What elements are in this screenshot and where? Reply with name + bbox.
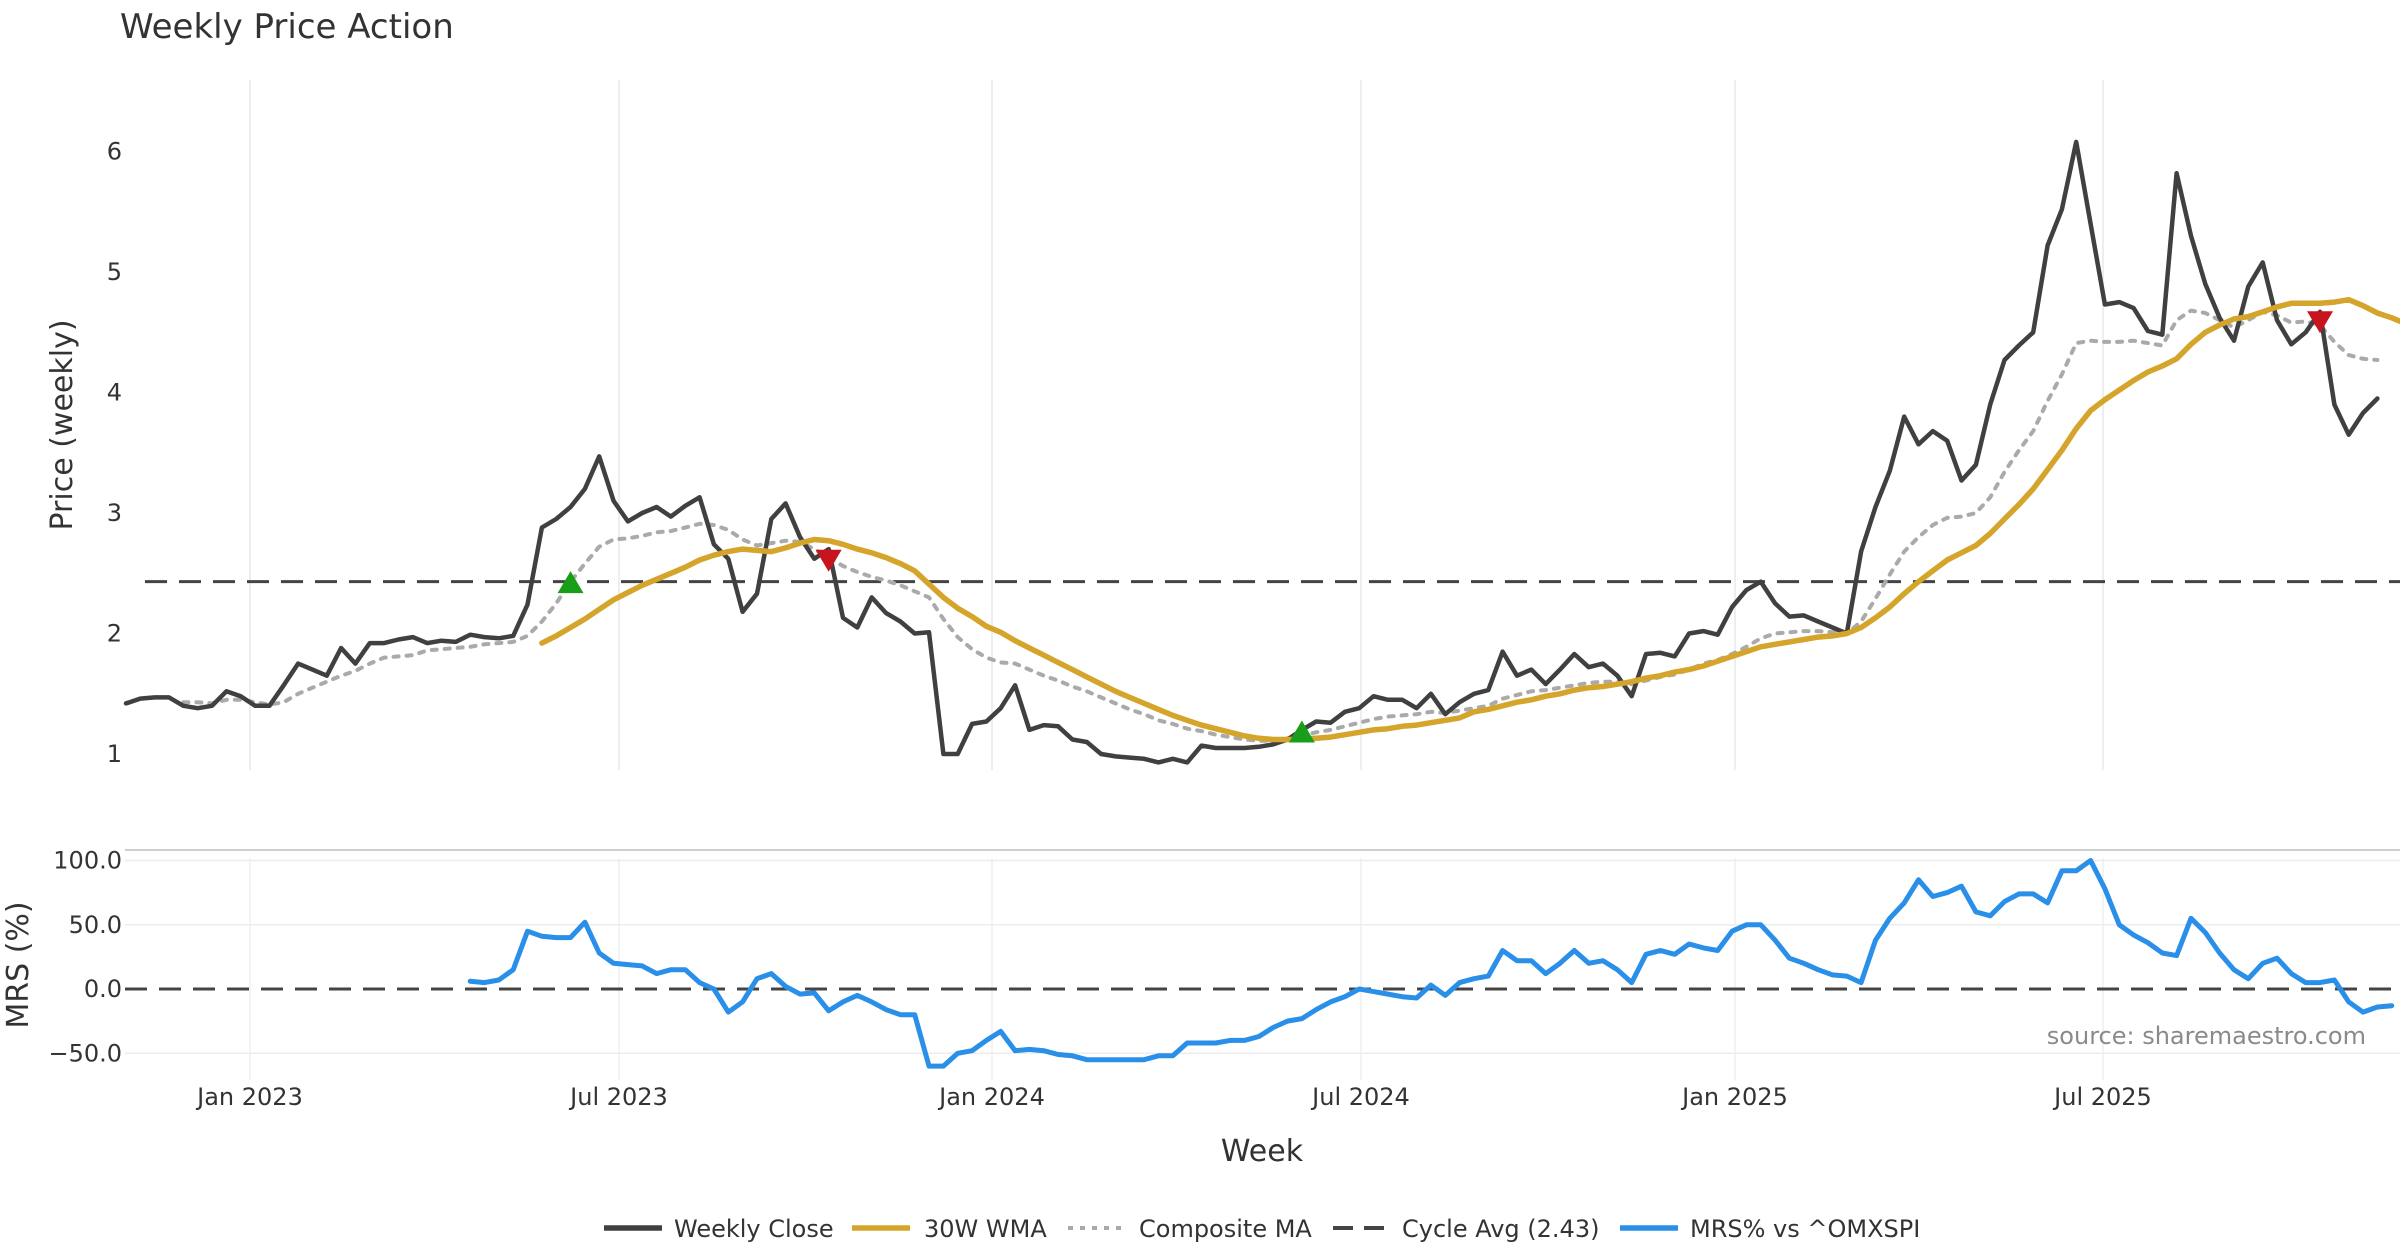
price-y-tick-label: 1	[107, 740, 122, 768]
sell-signal-marker	[815, 549, 842, 572]
price-y-axis-label: Price (weekly)	[45, 319, 80, 530]
mrs-gridlines	[125, 858, 2400, 1080]
x-tick-label: Jul 2023	[568, 1083, 668, 1111]
price-y-tick-label: 6	[107, 138, 122, 166]
mrs-panel: 100.0 50.0 0.0 −50.0 MRS (%) source: sharem…	[1, 847, 2400, 1080]
sell-signal-marker	[2307, 311, 2334, 334]
series-mrs	[467, 858, 2395, 1069]
signal-markers	[557, 311, 2334, 743]
legend-label: 30W WMA	[924, 1215, 1047, 1243]
x-tick-label: Jul 2024	[1310, 1083, 1410, 1111]
x-axis-label: Week	[1221, 1134, 1304, 1169]
source-note: source: sharemaestro.com	[2047, 1022, 2366, 1050]
price-y-ticks: 1 2 3 4 5 6	[107, 138, 122, 769]
mrs-y-tick-label: −50.0	[48, 1039, 122, 1067]
buy-signal-marker	[557, 571, 584, 594]
price-y-tick-label: 2	[107, 620, 122, 648]
legend-label: Weekly Close	[674, 1215, 834, 1243]
price-y-tick-label: 5	[107, 258, 122, 286]
legend-label: Composite MA	[1139, 1215, 1312, 1243]
mrs-y-ticks: 100.0 50.0 0.0 −50.0	[48, 847, 122, 1068]
x-axis-ticks: Jan 2023 Jul 2023 Jan 2024 Jul 2024 Jan 2025…	[195, 1083, 2152, 1111]
mrs-y-tick-label: 100.0	[53, 847, 122, 875]
buy-signal-marker	[1288, 720, 1315, 743]
x-tick-label: Jan 2025	[1680, 1083, 1788, 1111]
mrs-y-axis-label: MRS (%)	[1, 901, 36, 1028]
mrs-series-line	[467, 858, 2395, 1069]
price-y-tick-label: 3	[107, 499, 122, 527]
x-tick-label: Jan 2023	[195, 1083, 303, 1111]
mrs-y-tick-label: 50.0	[69, 911, 122, 939]
series-30w-wma	[539, 296, 2400, 743]
price-y-tick-label: 4	[107, 379, 122, 407]
legend: Weekly Close 30W WMA Composite MA Cycle Avg…	[604, 1215, 1920, 1243]
series-weekly-close	[123, 139, 2380, 765]
price-panel: 1 2 3 4 5 6 Price (weekly)	[45, 80, 2400, 770]
price-series-lines	[123, 139, 2400, 765]
price-gridlines	[249, 80, 2104, 770]
chart-title: Weekly Price Action	[120, 7, 454, 47]
series-composite-ma	[181, 308, 2380, 743]
legend-label: Cycle Avg (2.43)	[1402, 1215, 1599, 1243]
mrs-y-tick-label: 0.0	[84, 975, 122, 1003]
x-tick-label: Jul 2025	[2052, 1083, 2152, 1111]
x-tick-label: Jan 2024	[937, 1083, 1045, 1111]
legend-label: MRS% vs ^OMXSPI	[1690, 1215, 1920, 1243]
